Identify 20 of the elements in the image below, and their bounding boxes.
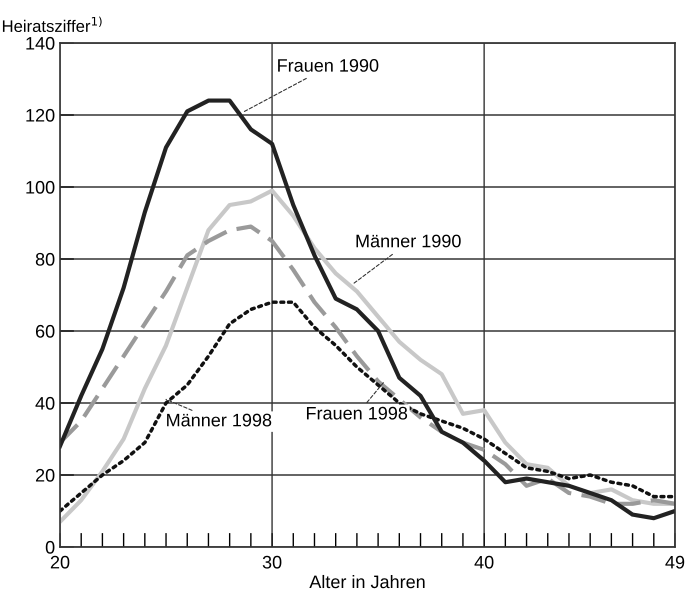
annotation: Frauen 1998 [306,406,408,420]
annotation: Frauen 1990 [278,59,378,72]
y-tick-label: 140 [26,36,54,50]
y-tick-label: 100 [26,180,54,194]
y-tick-label: 120 [26,108,54,122]
x-tick-label: 49 [665,556,684,569]
y-axis-title: Heiratsziffer$^{1)}$ [2,16,102,32]
y-tick-label: 40 [35,396,54,410]
x-axis-title: Alter in Jahren [309,574,425,588]
y-tick-label: 80 [36,252,54,266]
y-tick-label: 60 [36,324,54,338]
line-series [60,300,675,513]
annotation: Männer 1998 [167,414,272,426]
line-series [60,98,675,520]
y-tick-label: 20 [36,468,54,482]
y-tick-label: 0 [46,540,54,554]
x-tick-label: 30 [262,556,282,569]
x-tick-label: 40 [474,556,494,569]
x-tick-label: 20 [50,556,70,569]
annotation: Männer 1990 [356,234,461,248]
